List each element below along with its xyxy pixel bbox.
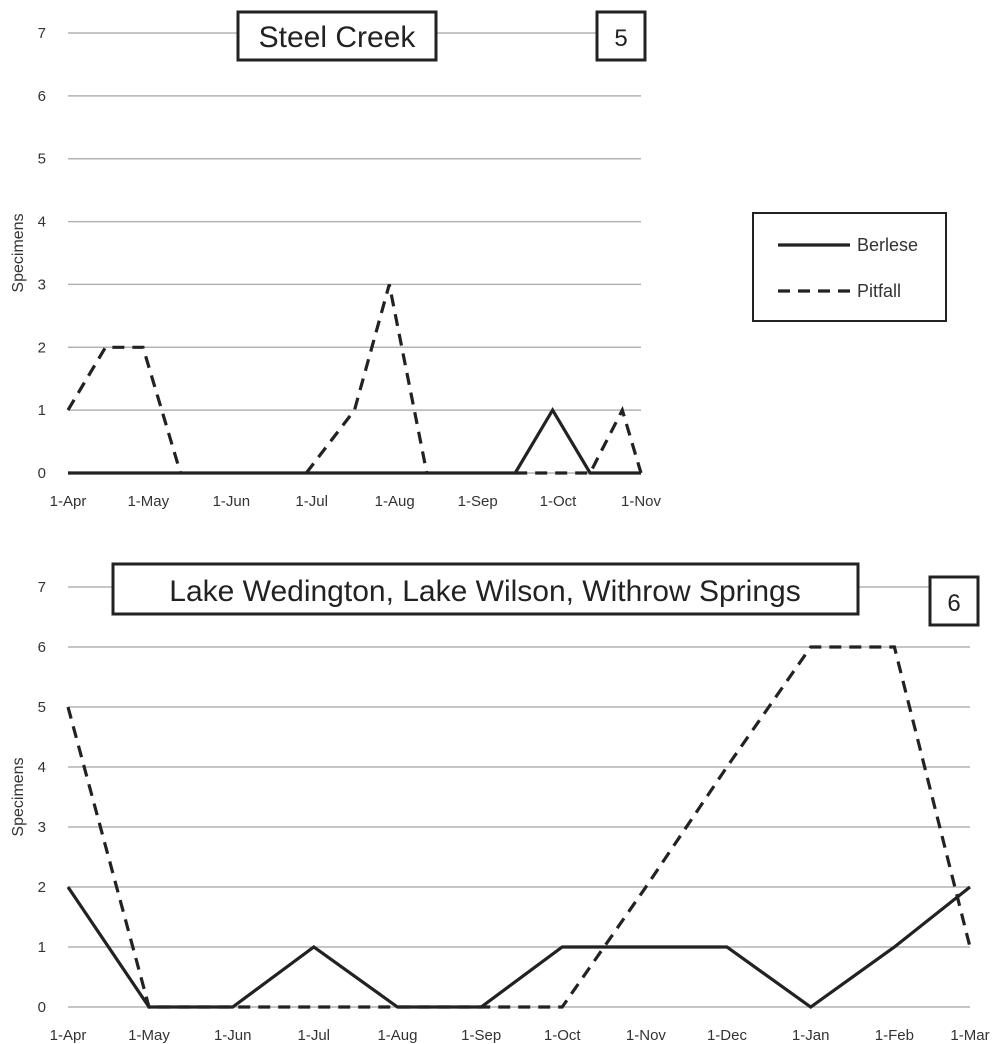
x-tick-label: 1-Jun xyxy=(213,493,251,510)
y-tick-label: 6 xyxy=(38,639,46,656)
x-tick-label: 1-Dec xyxy=(707,1027,748,1044)
x-tick-label: 1-Nov xyxy=(621,493,662,510)
y-tick-label: 2 xyxy=(38,339,46,356)
y-tick-label: 7 xyxy=(38,579,46,596)
y-tick-label: 1 xyxy=(38,939,46,956)
y-tick-label: 1 xyxy=(38,402,46,419)
y-tick-label: 0 xyxy=(38,999,46,1016)
y-tick-label: 4 xyxy=(38,214,46,231)
panel-number-box xyxy=(595,10,647,62)
chart-title-box xyxy=(236,10,438,62)
y-tick-label: 3 xyxy=(38,276,46,293)
x-tick-label: 1-Sep xyxy=(458,493,498,510)
series-line-berlese xyxy=(68,406,641,475)
legend-label-pitfall: Pitfall xyxy=(857,281,901,301)
x-tick-label: 1-May xyxy=(127,493,169,510)
y-tick-label: 5 xyxy=(38,151,46,168)
series-line-pitfall xyxy=(66,345,183,474)
y-tick-label: 5 xyxy=(38,699,46,716)
series-line-pitfall xyxy=(66,645,972,1009)
y-tick-label: 7 xyxy=(38,25,46,42)
chart-title-box xyxy=(111,562,860,616)
chart-panel-steel-creek: 0 1 2 3 4 5 6 7 1-Apr 1-May 1-Jun 1-Jul 1-Aug 1-Sep 1-… xyxy=(10,10,947,510)
x-tick-label: 1-Oct xyxy=(540,493,578,510)
y-tick-label: 6 xyxy=(38,88,46,105)
x-tick-label: 1-Jan xyxy=(792,1027,830,1044)
chart-title: Lake Wedington, Lake Wilson, Withrow Spr… xyxy=(169,575,800,608)
x-tick-label: 1-Apr xyxy=(50,1027,87,1044)
x-tick-label: 1-Oct xyxy=(544,1027,582,1044)
y-axis-label: Specimens xyxy=(10,757,27,836)
x-tick-label: 1-Aug xyxy=(377,1027,417,1044)
panel-number: 6 xyxy=(947,590,960,617)
x-tick-label: 1-Mar xyxy=(950,1027,989,1044)
y-tick-label: 3 xyxy=(38,819,46,836)
panel-number: 5 xyxy=(614,25,627,52)
y-tick-label: 0 xyxy=(38,465,46,482)
x-tick-label: 1-Jun xyxy=(214,1027,252,1044)
y-tick-label: 4 xyxy=(38,759,46,776)
x-tick-label: 1-Feb xyxy=(875,1027,914,1044)
legend-label-berlese: Berlese xyxy=(857,235,918,255)
x-tick-label: 1-Aug xyxy=(375,493,415,510)
y-axis-label: Specimens xyxy=(10,213,27,292)
panel-number-box xyxy=(928,575,980,627)
chart-title: Steel Creek xyxy=(259,21,417,54)
x-tick-label: 1-Sep xyxy=(461,1027,501,1044)
x-tick-label: 1-Jul xyxy=(295,493,328,510)
x-tick-label: 1-Jul xyxy=(297,1027,330,1044)
x-tick-label: 1-May xyxy=(128,1027,170,1044)
series-line-pitfall xyxy=(305,283,429,474)
x-tick-label: 1-Apr xyxy=(50,493,87,510)
series-line-pitfall xyxy=(515,405,643,475)
y-tick-label: 2 xyxy=(38,879,46,896)
chart-panel-lake-wedington: 0 1 2 3 4 5 6 7 1-Apr 1-May 1-Jun 1-Jul 1-Aug 1-Sep 1-… xyxy=(10,562,990,1044)
legend-box xyxy=(752,212,947,322)
x-tick-label: 1-Nov xyxy=(626,1027,667,1044)
